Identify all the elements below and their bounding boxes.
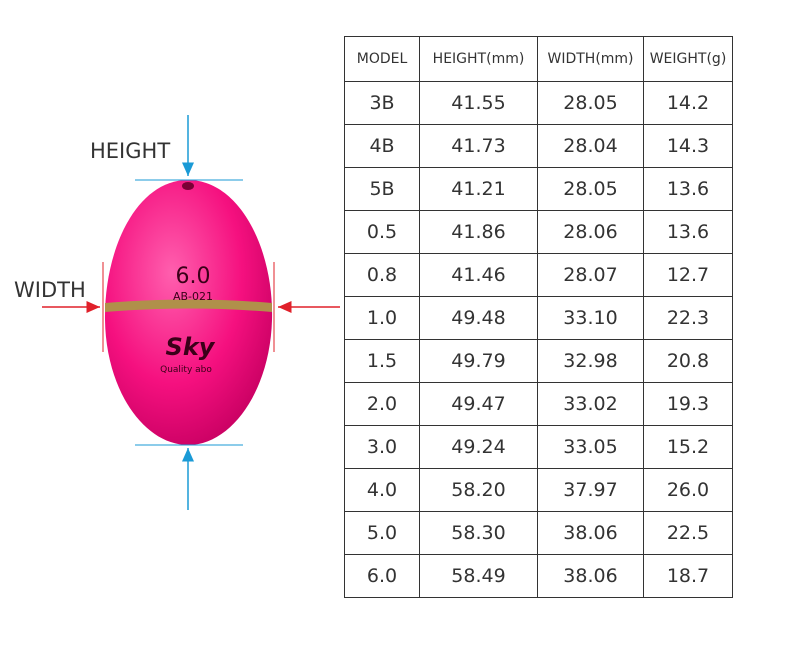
table-cell: 26.0: [643, 468, 733, 512]
table-cell: 14.2: [643, 81, 733, 125]
table-cell: 22.3: [643, 296, 733, 340]
table-row: 5B 41.21 28.05 13.6: [344, 167, 733, 211]
table-row: 1.0 49.48 33.10 22.3: [344, 296, 733, 340]
table-cell: 5B: [344, 167, 420, 211]
float-body: [104, 180, 273, 445]
table-cell: 5.0: [344, 511, 420, 555]
table-row: 2.0 49.47 33.02 19.3: [344, 382, 733, 426]
table-cell: 38.06: [537, 554, 644, 598]
table-row: 0.8 41.46 28.07 12.7: [344, 253, 733, 297]
table-cell: 41.86: [419, 210, 538, 254]
header-cell: WEIGHT(g): [643, 36, 733, 82]
float-code: AB-021: [173, 290, 213, 303]
float-tagline: Quality abo: [160, 365, 212, 375]
table-cell: 28.05: [537, 167, 644, 211]
header-row: MODEL HEIGHT(mm) WIDTH(mm) WEIGHT(g): [344, 36, 733, 82]
table-row: 0.5 41.86 28.06 13.6: [344, 210, 733, 254]
float-band: [105, 299, 272, 312]
table-cell: 49.24: [419, 425, 538, 469]
table-cell: 6.0: [344, 554, 420, 598]
table-cell: 49.79: [419, 339, 538, 383]
table-cell: 33.05: [537, 425, 644, 469]
float-hole: [182, 182, 194, 190]
table-cell: 37.97: [537, 468, 644, 512]
table-cell: 41.73: [419, 124, 538, 168]
table-cell: 49.47: [419, 382, 538, 426]
header-cell: HEIGHT(mm): [419, 36, 538, 82]
table-cell: 28.04: [537, 124, 644, 168]
table-cell: 14.3: [643, 124, 733, 168]
table-row: 3.0 49.24 33.05 15.2: [344, 425, 733, 469]
table-cell: 33.10: [537, 296, 644, 340]
width-label: WIDTH: [14, 278, 86, 302]
table-row: 4B 41.73 28.04 14.3: [344, 124, 733, 168]
table-cell: 13.6: [643, 210, 733, 254]
float-size: 6.0: [176, 264, 211, 289]
table-cell: 4B: [344, 124, 420, 168]
height-label: HEIGHT: [90, 139, 170, 163]
table-cell: 19.3: [643, 382, 733, 426]
table-cell: 0.5: [344, 210, 420, 254]
table-cell: 13.6: [643, 167, 733, 211]
table-row: 1.5 49.79 32.98 20.8: [344, 339, 733, 383]
spec-table: MODEL HEIGHT(mm) WIDTH(mm) WEIGHT(g) 3B 41.55…: [344, 36, 733, 598]
table-cell: 2.0: [344, 382, 420, 426]
table-row: 3B 41.55 28.05 14.2: [344, 81, 733, 125]
table-cell: 28.05: [537, 81, 644, 125]
table-cell: 28.06: [537, 210, 644, 254]
float-brand: Sky: [166, 333, 216, 361]
table-row: 6.0 58.49 38.06 18.7: [344, 554, 733, 598]
table-cell: 32.98: [537, 339, 644, 383]
table-cell: 3.0: [344, 425, 420, 469]
table-cell: 41.55: [419, 81, 538, 125]
table-cell: 12.7: [643, 253, 733, 297]
table-cell: 38.06: [537, 511, 644, 555]
table-cell: 28.07: [537, 253, 644, 297]
table-cell: 0.8: [344, 253, 420, 297]
table-row: 5.0 58.30 38.06 22.5: [344, 511, 733, 555]
table-cell: 22.5: [643, 511, 733, 555]
table-cell: 20.8: [643, 339, 733, 383]
header-cell: MODEL: [344, 36, 420, 82]
table-cell: 18.7: [643, 554, 733, 598]
table-cell: 58.30: [419, 511, 538, 555]
table-cell: 49.48: [419, 296, 538, 340]
table-cell: 4.0: [344, 468, 420, 512]
table-cell: 33.02: [537, 382, 644, 426]
table-cell: 1.5: [344, 339, 420, 383]
table-cell: 41.46: [419, 253, 538, 297]
table-row: 4.0 58.20 37.97 26.0: [344, 468, 733, 512]
table-cell: 1.0: [344, 296, 420, 340]
header-cell: WIDTH(mm): [537, 36, 644, 82]
table-cell: 3B: [344, 81, 420, 125]
table-cell: 58.49: [419, 554, 538, 598]
table-cell: 41.21: [419, 167, 538, 211]
table-cell: 58.20: [419, 468, 538, 512]
table-cell: 15.2: [643, 425, 733, 469]
